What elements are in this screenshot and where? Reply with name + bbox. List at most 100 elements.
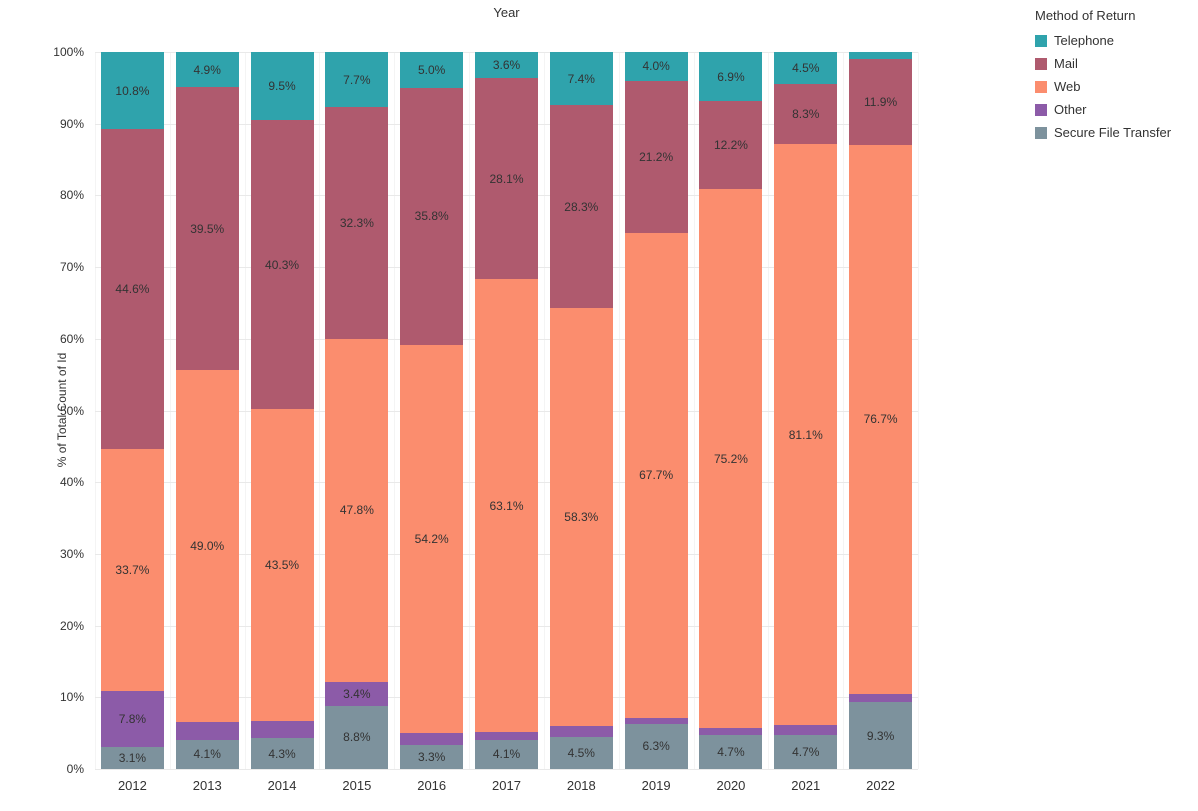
- bar-segment-mail[interactable]: 11.9%: [849, 59, 913, 145]
- bar-segment-telephone[interactable]: 4.9%: [175, 52, 239, 88]
- bar-segment-secure-file-transfer[interactable]: 4.5%: [549, 736, 613, 769]
- y-tick-label: 100%: [53, 45, 84, 59]
- bar-segment-mail[interactable]: 39.5%: [175, 87, 239, 371]
- bar-segment-other[interactable]: [549, 726, 613, 737]
- legend-item-telephone[interactable]: Telephone: [1035, 33, 1195, 48]
- bar-segment-label: 4.0%: [642, 59, 670, 74]
- bar-segment-mail[interactable]: 28.3%: [549, 105, 613, 308]
- bar-segment-label: 9.5%: [268, 79, 296, 94]
- bar-segment-web[interactable]: 75.2%: [699, 188, 763, 729]
- bar-segment-secure-file-transfer[interactable]: 3.1%: [100, 746, 164, 769]
- bar-segment-mail[interactable]: 44.6%: [100, 129, 164, 450]
- y-tick-label: 70%: [59, 260, 84, 275]
- bar-segment-telephone[interactable]: 4.5%: [774, 52, 838, 85]
- bar-segment-mail[interactable]: 35.8%: [400, 87, 464, 345]
- bar-segment-label: 40.3%: [265, 257, 300, 272]
- bar-segment-secure-file-transfer[interactable]: 6.3%: [624, 723, 688, 769]
- bar-segment-web[interactable]: 58.3%: [549, 307, 613, 726]
- legend-item-secure-file-transfer[interactable]: Secure File Transfer: [1035, 125, 1195, 140]
- bar-segment-label: 4.5%: [792, 61, 820, 76]
- column-gridline: [918, 52, 919, 769]
- bar-segment-other[interactable]: [475, 731, 538, 740]
- bar-segment-other[interactable]: [774, 725, 838, 736]
- bar-segment-other[interactable]: [624, 718, 688, 724]
- bar-segment-web[interactable]: 33.7%: [100, 449, 164, 691]
- bar-segment-label: 39.5%: [190, 221, 225, 236]
- bar-segment-other[interactable]: 7.8%: [100, 690, 164, 747]
- bar-segment-web[interactable]: 67.7%: [624, 232, 688, 719]
- bar-segment-web[interactable]: 47.8%: [325, 338, 389, 682]
- bar-segment-label: 76.7%: [863, 412, 898, 427]
- bar-segment-other[interactable]: [699, 728, 763, 736]
- bar-segment-telephone[interactable]: 10.8%: [100, 52, 164, 130]
- bar-segment-web[interactable]: 81.1%: [774, 143, 838, 726]
- legend-item-label: Mail: [1054, 56, 1078, 71]
- x-tick-label: 2022: [866, 778, 896, 793]
- bar-segment-mail[interactable]: 28.1%: [475, 77, 538, 280]
- bar-segment-label: 47.8%: [339, 503, 374, 518]
- bar-segment-telephone[interactable]: 3.6%: [475, 52, 538, 78]
- bar-segment-other[interactable]: 3.4%: [325, 681, 389, 706]
- bar-segment-secure-file-transfer[interactable]: 4.1%: [475, 739, 538, 769]
- bar-segment-secure-file-transfer[interactable]: 4.7%: [774, 735, 838, 769]
- bar-segment-label: 4.1%: [492, 747, 521, 762]
- bar-segment-mail[interactable]: 40.3%: [250, 120, 314, 410]
- bar-segment-secure-file-transfer[interactable]: 3.3%: [400, 745, 464, 769]
- bar-segment-label: 75.2%: [713, 451, 748, 466]
- legend-item-label: Other: [1054, 102, 1087, 117]
- bar-segment-secure-file-transfer[interactable]: 9.3%: [849, 702, 913, 769]
- bar-segment-telephone[interactable]: 7.4%: [549, 52, 613, 106]
- bar-segment-secure-file-transfer[interactable]: 4.3%: [250, 738, 314, 769]
- bar-segment-label: 10.8%: [115, 83, 150, 98]
- legend-swatch: [1035, 57, 1047, 70]
- x-tick-label: 2015: [342, 778, 372, 793]
- bar-segment-secure-file-transfer[interactable]: 4.7%: [699, 735, 763, 769]
- x-tick-label: 2017: [492, 778, 521, 793]
- bar-segment-secure-file-transfer[interactable]: 8.8%: [325, 705, 389, 769]
- bar-segment-mail[interactable]: 8.3%: [774, 84, 838, 144]
- bar-segment-label: 4.9%: [193, 62, 221, 77]
- bar-segment-telephone[interactable]: 6.9%: [699, 52, 763, 102]
- legend-item-mail[interactable]: Mail: [1035, 56, 1195, 71]
- bar-segment-label: 9.3%: [866, 728, 895, 743]
- bar-segment-label: 3.3%: [417, 750, 446, 765]
- legend-swatch: [1035, 80, 1047, 93]
- legend-swatch: [1035, 34, 1047, 47]
- bar-segment-other[interactable]: [175, 721, 239, 740]
- bar-segment-telephone[interactable]: [849, 52, 913, 60]
- bar-segment-secure-file-transfer[interactable]: 4.1%: [175, 739, 239, 769]
- y-tick-label: 90%: [59, 116, 84, 131]
- bar-segment-telephone[interactable]: 5.0%: [400, 52, 464, 88]
- bar-segment-mail[interactable]: 21.2%: [624, 80, 688, 233]
- y-tick-label: 80%: [59, 188, 84, 203]
- legend-item-other[interactable]: Other: [1035, 102, 1195, 117]
- bar-segment-web[interactable]: 49.0%: [175, 370, 239, 722]
- y-tick-label: 20%: [59, 618, 84, 633]
- bar-segment-label: 11.9%: [864, 94, 898, 109]
- bar-segment-other[interactable]: [400, 733, 464, 746]
- bar-segment-web[interactable]: 54.2%: [400, 344, 464, 734]
- bar-segment-label: 5.0%: [417, 62, 446, 77]
- bar-segment-web[interactable]: 63.1%: [475, 279, 538, 732]
- bar-segment-telephone[interactable]: 7.7%: [325, 52, 389, 108]
- bar-segment-web[interactable]: 43.5%: [250, 409, 314, 721]
- bar-segment-other[interactable]: [250, 720, 314, 739]
- y-tick-label: 50%: [59, 403, 84, 418]
- bar-segment-label: 63.1%: [489, 498, 524, 513]
- bar-segment-telephone[interactable]: 4.0%: [624, 52, 688, 81]
- y-tick-label: 30%: [59, 546, 84, 561]
- bar-segment-mail[interactable]: 12.2%: [699, 101, 763, 189]
- legend: Method of Return Telephone Mail Web Other Se…: [1035, 8, 1195, 148]
- legend-swatch: [1035, 103, 1047, 116]
- bar-segment-mail[interactable]: 32.3%: [325, 107, 389, 339]
- bar-segment-label: 3.4%: [343, 686, 371, 701]
- bar-segment-label: 4.3%: [268, 746, 296, 761]
- bar-segment-other[interactable]: [849, 694, 913, 703]
- bar-segment-telephone[interactable]: 9.5%: [250, 52, 314, 121]
- bar-segment-web[interactable]: 76.7%: [849, 144, 913, 695]
- bar-segment-label: 81.1%: [788, 427, 823, 442]
- legend-item-web[interactable]: Web: [1035, 79, 1195, 94]
- legend-items: Telephone Mail Web Other Secure File Transfe…: [1035, 33, 1195, 140]
- bar-segment-label: 4.7%: [792, 745, 820, 760]
